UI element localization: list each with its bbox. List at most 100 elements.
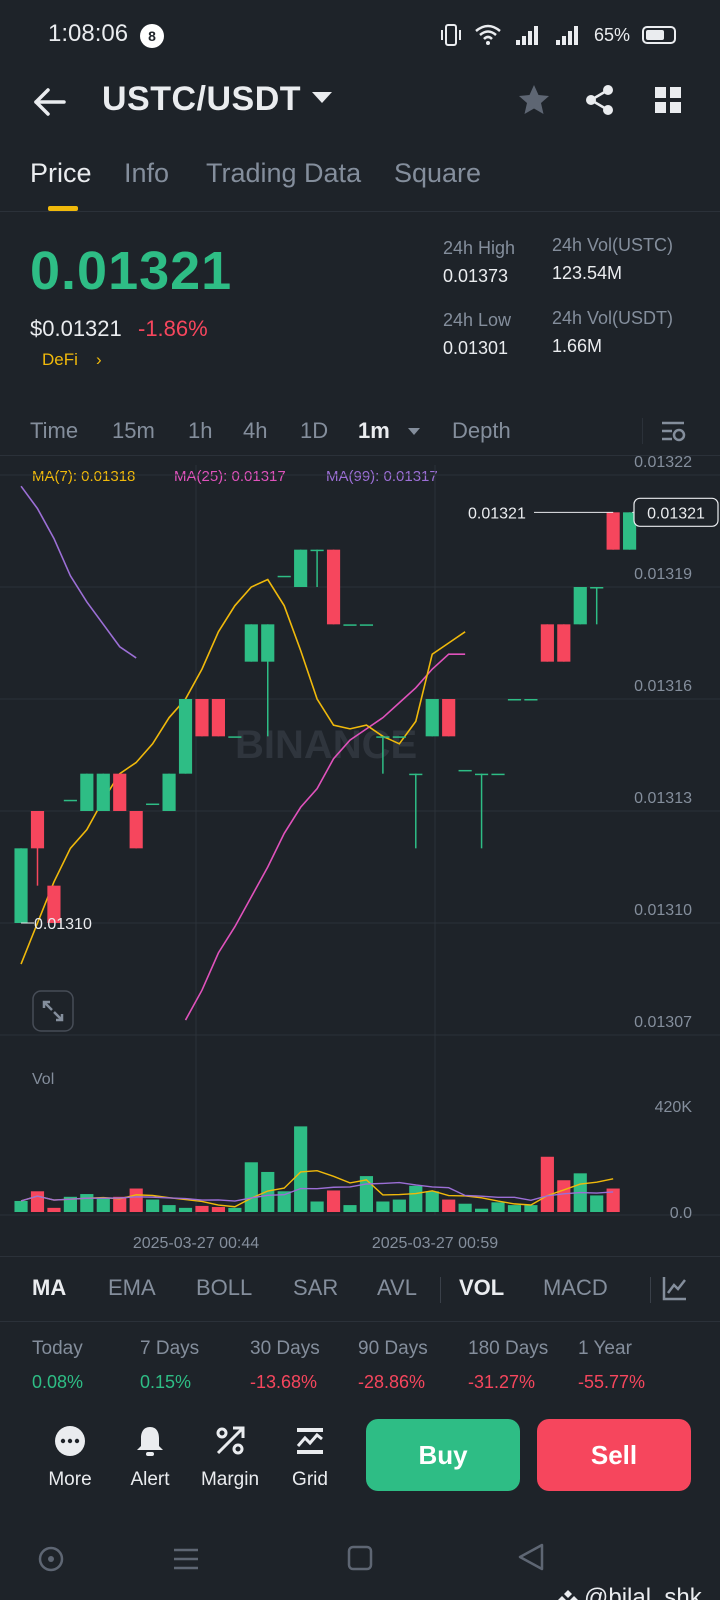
tab-square[interactable]: Square bbox=[394, 158, 482, 188]
tab-trading-data[interactable]: Trading Data bbox=[206, 158, 362, 188]
candle-body bbox=[47, 885, 61, 923]
volume-bar bbox=[277, 1191, 291, 1212]
menu-icon[interactable] bbox=[172, 1546, 200, 1572]
back-nav-icon[interactable] bbox=[516, 1542, 546, 1572]
perf-value-7d: 0.15% bbox=[140, 1372, 192, 1392]
low-marker-label: 0.01310 bbox=[34, 916, 92, 933]
divider bbox=[650, 1277, 651, 1303]
watermark-text: @bilal_shk bbox=[584, 1584, 702, 1600]
volume-bar bbox=[80, 1194, 94, 1212]
pair-title[interactable]: USTC/USDT bbox=[102, 80, 302, 118]
interval-4h[interactable]: 4h bbox=[243, 418, 268, 443]
alert-button[interactable]: Alert bbox=[110, 1424, 190, 1491]
volume-bar bbox=[540, 1156, 554, 1212]
perf-value-30d: -13.68% bbox=[250, 1372, 318, 1392]
tab-price[interactable]: Price bbox=[30, 158, 92, 188]
interval-depth[interactable]: Depth bbox=[452, 418, 511, 443]
indicator-boll[interactable]: BOLL bbox=[196, 1275, 253, 1300]
volume-bar bbox=[392, 1199, 406, 1212]
expand-icon[interactable] bbox=[32, 990, 74, 1032]
caret-down-icon[interactable] bbox=[312, 92, 332, 103]
sell-button[interactable]: Sell bbox=[537, 1419, 691, 1491]
page-tabs: Price Info Trading Data Square bbox=[0, 152, 720, 212]
buy-button[interactable]: Buy bbox=[366, 1419, 520, 1491]
candle-body bbox=[606, 512, 620, 550]
volume-bar bbox=[195, 1205, 209, 1212]
ma99-legend: MA(99): 0.01317 bbox=[326, 468, 438, 485]
volume-axis-label: 420K bbox=[655, 1099, 693, 1116]
candle-body bbox=[590, 587, 604, 589]
candle-body bbox=[491, 773, 505, 776]
margin-icon bbox=[216, 1426, 245, 1455]
high-label: 24h High bbox=[443, 238, 516, 258]
low-label: 24h Low bbox=[443, 310, 512, 330]
star-icon[interactable] bbox=[516, 82, 552, 118]
indicator-settings-icon[interactable] bbox=[660, 1273, 690, 1303]
indicator-avl[interactable]: AVL bbox=[377, 1275, 417, 1300]
alert-label: Alert bbox=[130, 1469, 170, 1490]
interval-1h[interactable]: 1h bbox=[188, 418, 213, 443]
volume-ma10-line bbox=[20, 1181, 614, 1202]
signal-icon bbox=[515, 26, 538, 45]
interval-15m[interactable]: 15m bbox=[112, 418, 155, 443]
indicator-ma[interactable]: MA bbox=[32, 1275, 67, 1300]
chevron-right-icon[interactable]: › bbox=[96, 350, 102, 369]
assistant-icon[interactable] bbox=[36, 1544, 66, 1574]
candle-body bbox=[310, 549, 324, 552]
high-value: 0.01373 bbox=[443, 266, 509, 286]
perf-value-180d: -31.27% bbox=[468, 1372, 536, 1392]
candle-body bbox=[359, 624, 374, 626]
indicator-ema[interactable]: EMA bbox=[108, 1275, 156, 1300]
grid-icon[interactable] bbox=[652, 84, 684, 116]
status-icons: 65% bbox=[440, 22, 676, 48]
share-icon[interactable] bbox=[582, 82, 618, 118]
chart-watermark: BINANCE bbox=[235, 723, 417, 767]
volume-bar bbox=[474, 1208, 489, 1212]
candle-body bbox=[63, 799, 77, 802]
candle-body bbox=[540, 624, 554, 662]
caret-down-icon[interactable] bbox=[408, 428, 420, 435]
tab-info[interactable]: Info bbox=[124, 158, 170, 188]
candle-body bbox=[573, 587, 587, 625]
volume-bar bbox=[524, 1205, 538, 1212]
status-bar: 1:08:06 8 65% bbox=[0, 0, 720, 72]
volume-bar bbox=[113, 1196, 127, 1212]
y-axis-label: 0.01307 bbox=[634, 1014, 692, 1031]
more-icon bbox=[55, 1426, 85, 1456]
candle-body bbox=[376, 736, 390, 738]
perf-value-1y: -55.77% bbox=[578, 1372, 646, 1392]
perf-value-today: 0.08% bbox=[32, 1372, 84, 1392]
perf-label-1y: 1 Year bbox=[578, 1338, 632, 1359]
vol-base-value: 123.54M bbox=[552, 263, 623, 283]
indicator-vol[interactable]: VOL bbox=[459, 1275, 505, 1300]
category-tag[interactable]: DeFi bbox=[42, 350, 78, 369]
binance-logo-icon bbox=[558, 1590, 578, 1600]
volume-bar bbox=[211, 1207, 225, 1212]
indicator-macd[interactable]: MACD bbox=[543, 1275, 608, 1300]
candle-body bbox=[244, 624, 258, 662]
interval-1d[interactable]: 1D bbox=[300, 418, 329, 443]
margin-button[interactable]: Margin bbox=[190, 1424, 270, 1491]
volume-bar bbox=[294, 1126, 308, 1212]
home-icon[interactable] bbox=[346, 1544, 374, 1572]
indicator-sar[interactable]: SAR bbox=[293, 1275, 339, 1300]
back-arrow-icon[interactable] bbox=[30, 82, 70, 122]
ma7-legend: MA(7): 0.01318 bbox=[32, 468, 136, 485]
volume-bar bbox=[376, 1201, 390, 1212]
perf-label-7d: 7 Days bbox=[140, 1338, 200, 1359]
y-axis-label: 0.01319 bbox=[634, 566, 692, 583]
volume-bar bbox=[590, 1195, 604, 1212]
more-label: More bbox=[48, 1469, 92, 1490]
candlestick-chart[interactable]: BINANCE 0.01322 0.01319 0.01316 0.01313 0.01… bbox=[0, 456, 720, 1256]
candle-body bbox=[30, 811, 45, 849]
candle-body bbox=[294, 549, 308, 587]
grid-bot-icon bbox=[296, 1428, 323, 1454]
last-price-tag bbox=[633, 497, 719, 527]
grid-trading-button[interactable]: Grid bbox=[270, 1424, 350, 1491]
interval-time[interactable]: Time bbox=[30, 418, 79, 443]
top-bar: USTC/USDT bbox=[0, 72, 720, 148]
volume-bar bbox=[442, 1199, 456, 1212]
chart-settings-icon[interactable] bbox=[658, 416, 688, 446]
interval-1m[interactable]: 1m bbox=[358, 418, 390, 443]
more-button[interactable]: More bbox=[30, 1424, 110, 1491]
